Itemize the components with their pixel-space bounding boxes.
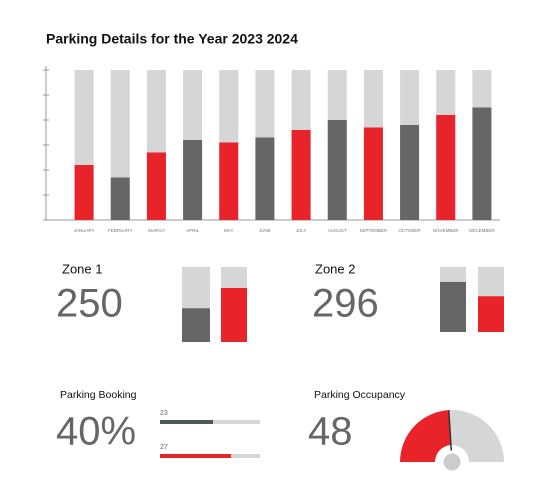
bar [327,120,347,220]
bar [219,142,239,220]
x-tick-label: SEPTEMBER [360,228,389,233]
bar [255,137,275,220]
occupancy-value: 48 [308,410,353,454]
zone-bar [221,288,247,342]
gauge-track [448,409,504,462]
zone-value: 250 [56,282,123,326]
x-tick-label: FEBRUARY [108,228,132,233]
x-tick-label: NOVEMBER [433,228,460,233]
bar [183,140,203,220]
bar [110,177,130,220]
x-tick-label: MAY [224,228,233,233]
zone-bar [440,281,466,332]
x-tick-label: JANUARY [74,228,95,233]
booking-bar [160,454,231,458]
x-tick-label: JUNE [259,228,271,233]
zone-title: Zone 1 [62,261,102,276]
x-tick-label: DECEMBER [469,228,495,233]
gauge-fill [400,410,451,462]
x-tick-label: AUGUST [328,228,347,233]
zone-title: Zone 2 [315,261,355,276]
x-tick-label: OCTOBER [398,228,421,233]
x-tick-label: APRIL [186,228,200,233]
bar [291,130,311,220]
booking-bar-label: 27 [160,444,168,451]
chart-title: Parking Details for the Year 2023 2024 [46,31,298,47]
bar [146,152,166,220]
bar [472,107,492,220]
bar [400,125,420,220]
occupancy-title: Parking Occupancy [314,389,406,401]
bar [363,127,383,220]
booking-bar [160,420,213,424]
bar [436,115,456,220]
zone-bar [182,308,210,342]
zone-bar [478,296,504,332]
bar [74,165,94,220]
gauge-hub [440,450,464,474]
zone-value: 296 [312,282,379,326]
x-tick-label: JULY [296,228,307,233]
booking-bar-label: 23 [160,410,168,417]
booking-title: Parking Booking [60,389,137,401]
x-tick-label: MARCH [148,228,165,233]
booking-value: 40% [56,410,136,454]
